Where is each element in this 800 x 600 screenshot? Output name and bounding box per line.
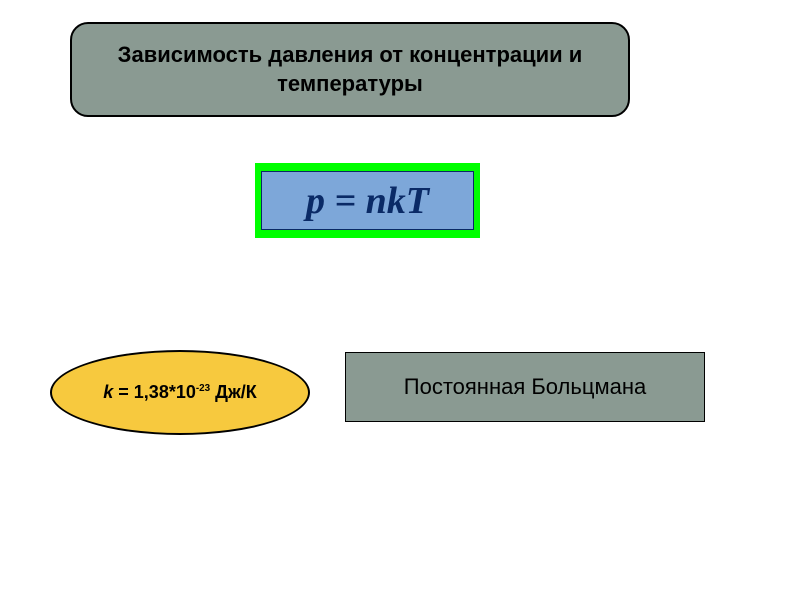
formula-container-outer: p = nkT	[255, 163, 480, 238]
title-box: Зависимость давления от концентрации и т…	[70, 22, 630, 117]
constant-value-ellipse: k = 1,38*10-23 Дж/К	[50, 350, 310, 435]
constant-unit: Дж/К	[210, 382, 257, 402]
constant-eq: = 1,38*10	[113, 382, 196, 402]
constant-k: k	[103, 382, 113, 402]
constant-expression: k = 1,38*10-23 Дж/К	[103, 382, 256, 403]
formula-container-inner: p = nkT	[261, 171, 474, 230]
constant-exponent: -23	[196, 383, 210, 394]
title-text: Зависимость давления от концентрации и т…	[102, 41, 598, 98]
constant-label-box: Постоянная Больцмана	[345, 352, 705, 422]
formula-text: p = nkT	[306, 179, 429, 223]
constant-label-text: Постоянная Больцмана	[404, 374, 646, 400]
